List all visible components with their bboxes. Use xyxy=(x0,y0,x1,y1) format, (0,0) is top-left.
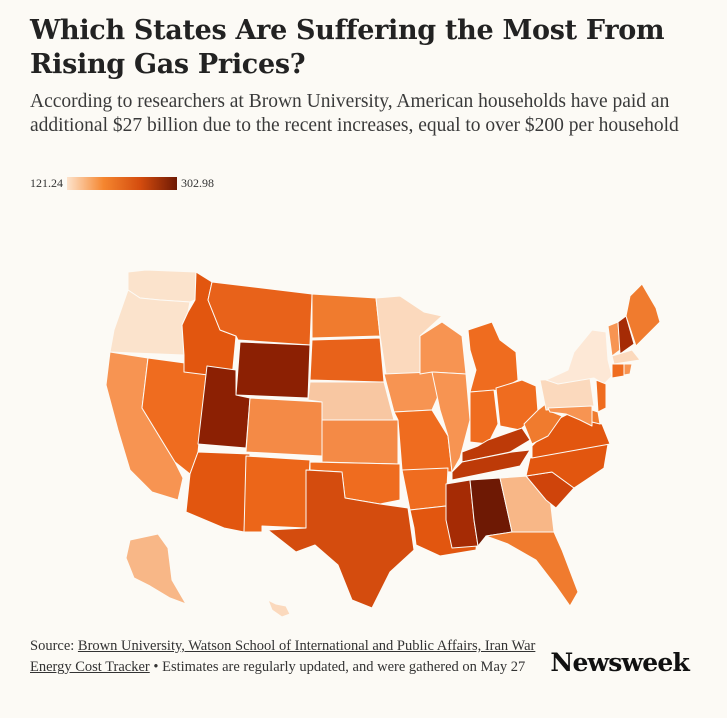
state-ri[interactable] xyxy=(623,363,633,376)
color-legend: 121.24 302.98 xyxy=(30,175,214,191)
state-me[interactable] xyxy=(625,283,661,347)
state-mi[interactable] xyxy=(467,321,519,393)
source-link[interactable]: Brown University, Watson School of Inter… xyxy=(30,638,536,675)
state-il[interactable] xyxy=(431,371,471,473)
state-tn[interactable] xyxy=(451,449,531,481)
legend-min-label: 121.24 xyxy=(30,175,63,190)
legend-gradient-bar xyxy=(67,176,177,190)
source-note: • Estimates are regularly updated, and w… xyxy=(149,659,526,675)
state-hi[interactable] xyxy=(267,599,291,618)
state-nd[interactable] xyxy=(311,293,381,339)
us-choropleth-map xyxy=(105,269,661,618)
newsweek-logo[interactable]: Newsweek xyxy=(550,648,689,677)
chart-title: Which States Are Suffering the Most From… xyxy=(30,15,665,80)
state-ia[interactable] xyxy=(383,371,441,413)
state-nh[interactable] xyxy=(617,315,635,355)
state-in[interactable] xyxy=(469,389,499,445)
state-md[interactable] xyxy=(547,405,593,427)
state-sd[interactable] xyxy=(309,337,385,383)
state-ny[interactable] xyxy=(545,329,613,385)
state-wy[interactable] xyxy=(235,341,311,399)
state-nj[interactable] xyxy=(595,379,607,413)
source-prefix: Source: xyxy=(30,638,78,654)
source-footer: Source: Brown University, Watson School … xyxy=(30,636,550,678)
legend-max-label: 302.98 xyxy=(181,175,214,190)
state-fl[interactable] xyxy=(485,531,579,607)
state-tx[interactable] xyxy=(267,469,415,609)
state-ks[interactable] xyxy=(321,419,399,465)
state-nm[interactable] xyxy=(243,455,311,533)
state-ma[interactable] xyxy=(611,349,641,365)
state-ar[interactable] xyxy=(401,467,449,511)
state-ak[interactable] xyxy=(125,533,187,605)
state-az[interactable] xyxy=(185,451,251,533)
chart-subtitle: According to researchers at Brown Univer… xyxy=(30,91,679,136)
state-ct[interactable] xyxy=(611,363,625,379)
state-co[interactable] xyxy=(245,397,323,457)
